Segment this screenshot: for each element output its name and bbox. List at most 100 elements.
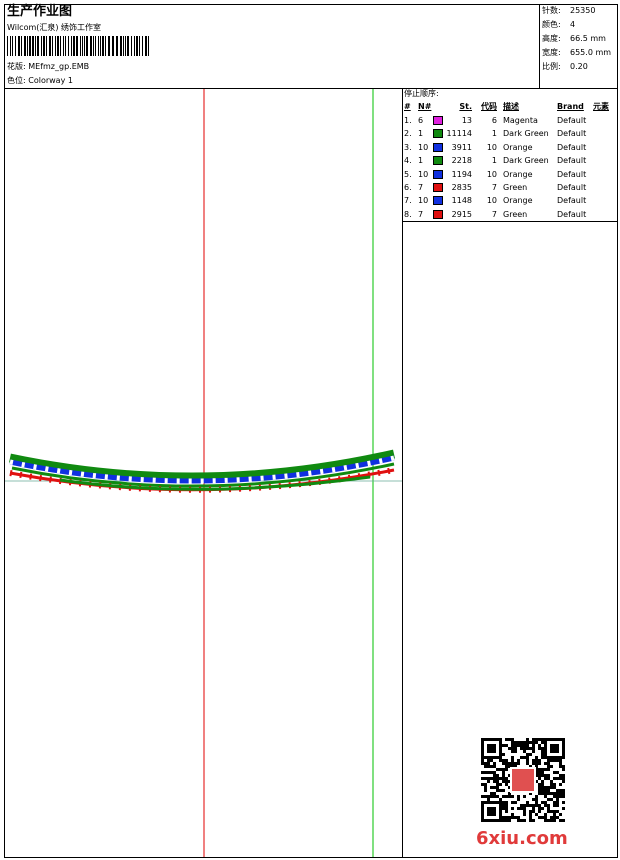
qr-module xyxy=(487,771,490,774)
qr-module xyxy=(532,750,535,753)
qr-module xyxy=(556,804,559,807)
qr-module xyxy=(556,759,559,762)
qr-module xyxy=(484,783,487,786)
qr-module xyxy=(541,738,544,741)
barcode-bar xyxy=(7,36,8,56)
info-border xyxy=(539,4,618,89)
cell-needle: 1 xyxy=(418,129,424,139)
qr-module xyxy=(496,819,499,822)
qr-module xyxy=(532,762,535,765)
barcode-bar xyxy=(145,36,147,56)
qr-module xyxy=(562,777,565,780)
qr-module xyxy=(559,789,562,792)
qr-module xyxy=(529,804,532,807)
qr-module xyxy=(514,747,517,750)
qr-module xyxy=(538,777,541,780)
qr-module xyxy=(484,819,487,822)
qr-module xyxy=(499,753,502,756)
cell-needle: 7 xyxy=(418,209,424,219)
qr-module xyxy=(538,738,541,741)
barcode-bar xyxy=(24,36,26,56)
qr-module xyxy=(553,816,556,819)
qr-module xyxy=(487,759,490,762)
qr-module xyxy=(547,807,550,810)
qr-module xyxy=(481,753,484,756)
qr-module xyxy=(544,801,547,804)
color-swatch xyxy=(433,209,443,219)
qr-module xyxy=(490,786,493,789)
barcode-bar xyxy=(41,36,42,56)
qr-module xyxy=(487,819,490,822)
qr-module xyxy=(553,738,556,741)
qr-module xyxy=(523,750,526,753)
qr-module xyxy=(556,789,559,792)
qr-module xyxy=(487,744,490,747)
cell-brand: Default xyxy=(557,196,587,206)
qr-module xyxy=(550,744,553,747)
qr-module xyxy=(484,738,487,741)
qr-module xyxy=(484,765,487,768)
qr-module xyxy=(550,819,553,822)
qr-module xyxy=(535,780,538,783)
info-label: 比例: xyxy=(542,62,561,71)
qr-module xyxy=(544,789,547,792)
cell-brand: Default xyxy=(557,142,587,152)
qr-module xyxy=(529,765,532,768)
qr-module xyxy=(538,771,541,774)
barcode-bar xyxy=(125,36,126,56)
barcode-bar xyxy=(63,36,64,56)
qr-module xyxy=(523,810,526,813)
qr-module xyxy=(508,738,511,741)
cell-stitches: 11114 xyxy=(446,129,472,139)
qr-module xyxy=(517,741,520,744)
qr-module xyxy=(511,762,514,765)
barcode-bar xyxy=(21,36,22,56)
qr-module xyxy=(490,744,493,747)
info-value: 25350 xyxy=(570,6,596,15)
cell-num: 4. xyxy=(404,156,412,166)
qr-module xyxy=(511,756,514,759)
qr-module xyxy=(490,810,493,813)
barcode-bar xyxy=(93,36,94,56)
cell-num: 7. xyxy=(404,196,412,206)
info-value: 4 xyxy=(570,20,576,29)
barcode-bar xyxy=(123,36,124,56)
qr-module xyxy=(481,759,484,762)
qr-module xyxy=(502,807,505,810)
qr-module xyxy=(556,816,559,819)
barcode-bar xyxy=(84,36,85,56)
qr-module xyxy=(490,807,493,810)
qr-module xyxy=(559,783,562,786)
qr-module xyxy=(556,756,559,759)
qr-module xyxy=(496,738,499,741)
qr-module xyxy=(538,774,541,777)
cell-stitches: 1194 xyxy=(451,169,472,179)
color-swatch xyxy=(433,183,443,192)
qr-module xyxy=(553,750,556,753)
qr-module xyxy=(529,819,532,822)
column-header: 代码 xyxy=(481,102,497,111)
barcode xyxy=(7,36,149,56)
cell-brand: Default xyxy=(557,169,587,179)
barcode-bar xyxy=(136,36,138,56)
info-label: 颜色: xyxy=(542,20,561,29)
qr-module xyxy=(490,747,493,750)
qr-module xyxy=(559,777,562,780)
qr-module xyxy=(541,747,544,750)
qr-module xyxy=(553,783,556,786)
qr-module xyxy=(490,801,493,804)
qr-module xyxy=(499,756,502,759)
qr-module xyxy=(499,741,502,744)
qr-module xyxy=(550,738,553,741)
stop-sequence-title: 停止顺序: xyxy=(404,89,439,98)
qr-module xyxy=(529,810,532,813)
qr-module xyxy=(490,792,493,795)
barcode-bar xyxy=(29,36,31,56)
qr-module xyxy=(484,801,487,804)
qr-module xyxy=(532,759,535,762)
qr-module xyxy=(535,765,538,768)
qr-module xyxy=(523,741,526,744)
qr-module xyxy=(493,744,496,747)
qr-module xyxy=(502,759,505,762)
qr-module xyxy=(562,747,565,750)
